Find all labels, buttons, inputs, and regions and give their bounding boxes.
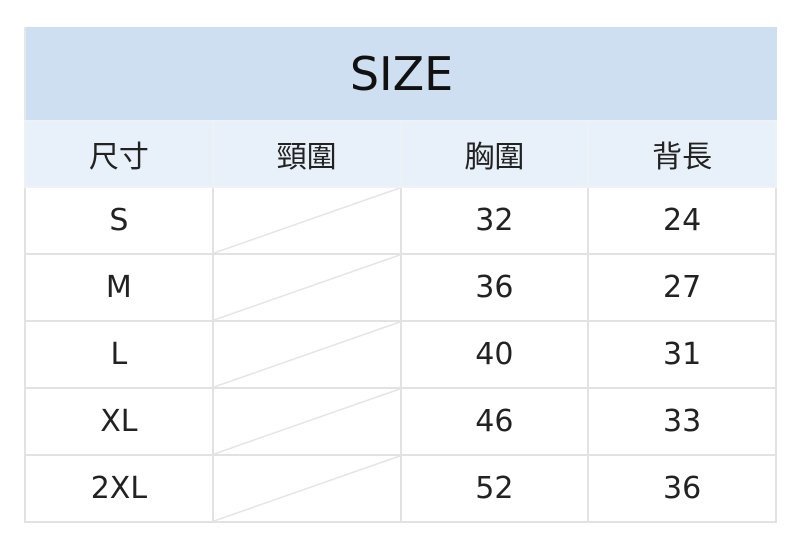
header-back: 背長 bbox=[587, 120, 777, 188]
size-table: 尺寸 頸圍 胸圍 背長 S 32 24 M 36 27 L 40 31 XL 46 33 2XL 52 36 bbox=[24, 120, 777, 523]
neck-cell bbox=[211, 454, 402, 523]
size-cell: XL bbox=[24, 387, 214, 456]
chest-cell: 52 bbox=[399, 454, 590, 523]
header-neck: 頸圍 bbox=[211, 120, 402, 188]
chest-cell: 40 bbox=[399, 320, 590, 389]
not-applicable-diagonal bbox=[214, 255, 400, 320]
chest-cell: 46 bbox=[399, 387, 590, 456]
size-cell: L bbox=[24, 320, 214, 389]
back-cell: 31 bbox=[587, 320, 777, 389]
not-applicable-diagonal bbox=[214, 456, 400, 521]
table-row: 2XL 52 36 bbox=[24, 454, 777, 523]
table-row: L 40 31 bbox=[24, 320, 777, 389]
chest-cell: 32 bbox=[399, 186, 590, 255]
not-applicable-diagonal bbox=[214, 389, 400, 454]
size-cell: 2XL bbox=[24, 454, 214, 523]
neck-cell bbox=[211, 320, 402, 389]
header-size: 尺寸 bbox=[24, 120, 214, 188]
header-row: 尺寸 頸圍 胸圍 背長 bbox=[24, 120, 777, 188]
back-cell: 36 bbox=[587, 454, 777, 523]
header-chest: 胸圍 bbox=[399, 120, 590, 188]
size-cell: S bbox=[24, 186, 214, 255]
table-row: M 36 27 bbox=[24, 253, 777, 322]
table-row: S 32 24 bbox=[24, 186, 777, 255]
chart-title: SIZE bbox=[24, 27, 777, 120]
not-applicable-diagonal bbox=[214, 188, 400, 253]
neck-cell bbox=[211, 253, 402, 322]
not-applicable-diagonal bbox=[214, 322, 400, 387]
neck-cell bbox=[211, 387, 402, 456]
size-chart: SIZE 尺寸 頸圍 胸圍 背長 S 32 24 M 36 27 L 40 31 XL 46 33 2X… bbox=[24, 27, 777, 523]
chest-cell: 36 bbox=[399, 253, 590, 322]
back-cell: 27 bbox=[587, 253, 777, 322]
size-cell: M bbox=[24, 253, 214, 322]
table-row: XL 46 33 bbox=[24, 387, 777, 456]
back-cell: 33 bbox=[587, 387, 777, 456]
back-cell: 24 bbox=[587, 186, 777, 255]
neck-cell bbox=[211, 186, 402, 255]
